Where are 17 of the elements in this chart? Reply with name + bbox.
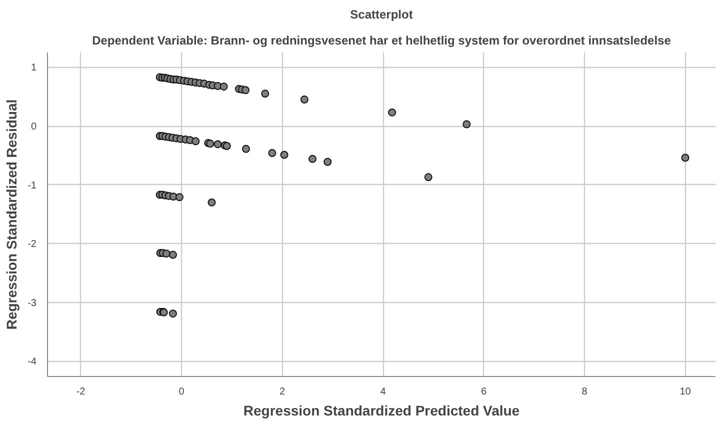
x-axis-title: Regression Standardized Predicted Value: [243, 402, 520, 418]
y-tick-label: 0: [30, 122, 37, 133]
y-tick-label: 1: [30, 62, 37, 74]
x-tick-label: 0: [178, 386, 185, 398]
x-tick-label: 10: [680, 386, 692, 398]
chart-title: Scatterplot: [350, 8, 413, 22]
y-tick-label: -2: [28, 239, 37, 250]
x-tick-label: 4: [380, 386, 386, 398]
x-tick-label: 6: [480, 386, 487, 398]
y-tick-label: -1: [28, 180, 37, 192]
x-tick-label: -2: [76, 386, 86, 398]
x-tick-label: 2: [279, 386, 286, 398]
y-tick-label: -4: [28, 356, 37, 368]
chart-subtitle: Dependent Variable: Brann- og redningsvesenet har et helhetlig system for overordnet innsatsledelse: [92, 34, 672, 48]
y-axis-title: Regression Standardized Residual: [4, 99, 20, 330]
x-tick-label: 8: [582, 386, 588, 398]
y-tick-label: -3: [28, 298, 37, 309]
